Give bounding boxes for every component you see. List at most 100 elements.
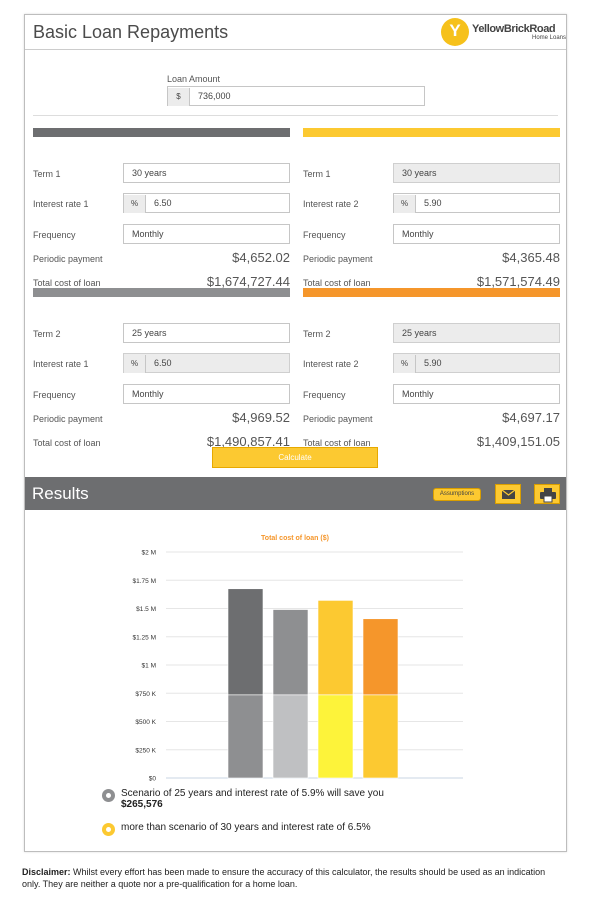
scenario-2-rate-input[interactable]: % 5.90: [393, 193, 560, 213]
scenario-3-rate-label: Interest rate 1: [33, 359, 89, 369]
scenario-3-payment-label: Periodic payment: [33, 414, 103, 424]
calculate-button[interactable]: Calculate: [212, 447, 378, 468]
scenario-3-payment-value: $4,969.52: [232, 410, 290, 425]
scenario-1-rate-input[interactable]: % 6.50: [123, 193, 290, 213]
scenario-2-frequency-value: Monthly: [402, 229, 434, 239]
scenario-4-cost-value: $1,409,151.05: [476, 434, 560, 449]
scenario-1-frequency-input[interactable]: Monthly: [123, 224, 290, 244]
logo-subtext: Home Loans: [532, 35, 567, 41]
envelope-icon: [501, 489, 516, 499]
percent-prefix: %: [124, 355, 146, 373]
loan-amount-value: 736,000: [198, 91, 231, 101]
scenario-4-color-bar: [303, 288, 560, 297]
scenario-3-frequency-label: Frequency: [33, 390, 76, 400]
percent-prefix: %: [394, 195, 416, 213]
results-bar: Results Assumptions: [25, 477, 566, 510]
scenario-1-frequency-value: Monthly: [132, 229, 164, 239]
y-tick-label: $1.5 M: [136, 606, 156, 613]
scenario-3-term-value: 25 years: [132, 328, 167, 338]
loan-amount-input[interactable]: $736,000: [167, 86, 425, 106]
scenario-4-frequency-value: Monthly: [402, 389, 434, 399]
scenario-2-rate-label: Interest rate 2: [303, 199, 359, 209]
scenario-1-term-value: 30 years: [132, 168, 167, 178]
scenario-3-frequency-value: Monthly: [132, 389, 164, 399]
scenario-4-rate-input[interactable]: % 5.90: [393, 353, 560, 373]
printer-icon: [540, 488, 556, 503]
scenario-3-rate-input[interactable]: % 6.50: [123, 353, 290, 373]
results-title: Results: [32, 484, 89, 503]
bar-1-segment-1: [227, 694, 264, 779]
header: Basic Loan Repayments YellowBrickRoad Ho…: [25, 15, 566, 50]
legend-item-saving: Scenario of 25 years and interest rate o…: [102, 788, 384, 810]
scenario-1-rate-label: Interest rate 1: [33, 199, 89, 209]
email-button[interactable]: [495, 484, 521, 504]
scenario-4-payment-label: Periodic payment: [303, 414, 373, 424]
scenario-1-payment-value: $4,652.02: [232, 250, 290, 265]
print-button[interactable]: [534, 484, 560, 504]
scenario-4-term-input[interactable]: 25 years: [393, 323, 560, 343]
y-tick-label: $1.75 M: [133, 578, 157, 585]
bar-4-segment-1: [362, 694, 399, 779]
scenario-2-frequency-label: Frequency: [303, 230, 346, 240]
scenario-4-term-value: 25 years: [402, 328, 437, 338]
logo-text: YellowBrickRoad: [472, 23, 556, 35]
y-tick-label: $2 M: [142, 550, 156, 557]
scenario-2-term-value: 30 years: [402, 168, 437, 178]
scenario-3-frequency-input[interactable]: Monthly: [123, 384, 290, 404]
scenario-1-term-input[interactable]: 30 years: [123, 163, 290, 183]
scenario-1-rate-value: 6.50: [154, 198, 172, 208]
y-tick-label: $1 M: [142, 663, 156, 670]
scenario-2-term-label: Term 1: [303, 169, 331, 179]
chart-title: Total cost of loan ($): [261, 535, 329, 542]
percent-prefix: %: [394, 355, 416, 373]
scenario-1-color-bar: [33, 128, 290, 137]
legend-line-2: more than scenario of 30 years and inter…: [121, 822, 371, 833]
scenario-3-cost-value: $1,490,857.41: [206, 434, 290, 449]
y-tick-label: $0: [149, 776, 157, 783]
scenario-1-cost-label: Total cost of loan: [33, 278, 101, 288]
scenario-2-cost-value: $1,571,574.49: [476, 274, 560, 289]
yellowbrickroad-logo-icon: [441, 18, 469, 46]
disclaimer-text: Whilst every effort has been made to ens…: [22, 867, 546, 889]
scenario-4-frequency-input[interactable]: Monthly: [393, 384, 560, 404]
bar-4-segment-2: [362, 618, 399, 696]
scenario-4-frequency-label: Frequency: [303, 390, 346, 400]
scenario-3-cost-label: Total cost of loan: [33, 438, 101, 448]
scenario-4-term-label: Term 2: [303, 329, 331, 339]
scenario-2-frequency-input[interactable]: Monthly: [393, 224, 560, 244]
percent-prefix: %: [124, 195, 146, 213]
scenario-1-payment-label: Periodic payment: [33, 254, 103, 264]
scenario-2-rate-value: 5.90: [424, 198, 442, 208]
scenario-2-payment-label: Periodic payment: [303, 254, 373, 264]
y-tick-label: $500 K: [135, 719, 156, 726]
scenario-1-term-label: Term 1: [33, 169, 61, 179]
disclaimer-label: Disclaimer:: [22, 867, 71, 877]
divider: [33, 115, 558, 116]
scenario-4-cost-label: Total cost of loan: [303, 438, 371, 448]
scenario-2-term-input[interactable]: 30 years: [393, 163, 560, 183]
dollar-prefix: $: [168, 88, 190, 106]
calculator-panel: Basic Loan Repayments YellowBrickRoad Ho…: [24, 14, 567, 852]
saving-amount: $265,576: [121, 799, 163, 810]
assumptions-button[interactable]: Assumptions: [433, 488, 481, 501]
bar-3-segment-1: [317, 694, 354, 779]
scenario-2-payment-value: $4,365.48: [502, 250, 560, 265]
scenario-3-color-bar: [33, 288, 290, 297]
bar-3-segment-2: [317, 600, 354, 696]
page-title: Basic Loan Repayments: [33, 22, 229, 42]
scenario-3-rate-value: 6.50: [154, 358, 172, 368]
scenario-4-rate-value: 5.90: [424, 358, 442, 368]
grey-dot-icon: [102, 789, 115, 802]
yellow-dot-icon: [102, 823, 115, 836]
bar-2-segment-2: [272, 609, 309, 696]
scenario-1-frequency-label: Frequency: [33, 230, 76, 240]
scenario-4-payment-value: $4,697.17: [502, 410, 560, 425]
loan-amount-label: Loan Amount: [167, 74, 221, 84]
legend-line-1: Scenario of 25 years and interest rate o…: [121, 788, 384, 799]
scenario-2-color-bar: [303, 128, 560, 137]
results-chart: Total cost of loan ($) $0 $250 K $500 K $750…: [133, 535, 463, 783]
y-tick-label: $1.25 M: [133, 634, 157, 641]
y-tick-label: $250 K: [135, 747, 156, 754]
scenario-4-rate-label: Interest rate 2: [303, 359, 359, 369]
scenario-3-term-input[interactable]: 25 years: [123, 323, 290, 343]
